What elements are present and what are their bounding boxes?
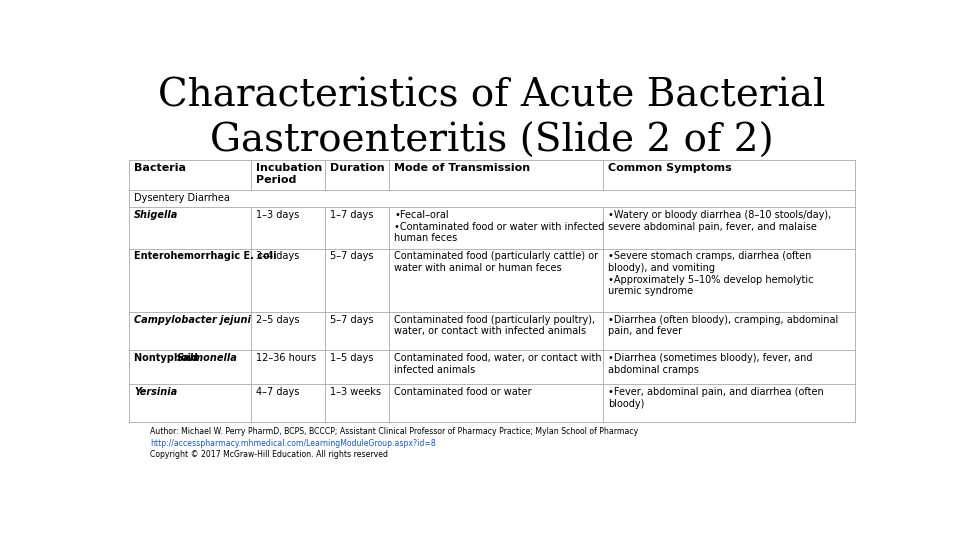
Text: Characteristics of Acute Bacterial
Gastroenteritis (Slide 2 of 2): Characteristics of Acute Bacterial Gastr… <box>158 77 826 160</box>
Text: Dysentery Diarrhea: Dysentery Diarrhea <box>134 193 230 203</box>
Text: 1–3 days: 1–3 days <box>256 210 300 220</box>
Text: 5–7 days: 5–7 days <box>330 315 373 325</box>
Text: Contaminated food or water: Contaminated food or water <box>395 387 532 397</box>
Text: Mode of Transmission: Mode of Transmission <box>395 163 530 173</box>
Text: Contaminated food (particularly cattle) or
water with animal or human feces: Contaminated food (particularly cattle) … <box>395 252 598 273</box>
Text: 1–3 weeks: 1–3 weeks <box>330 387 381 397</box>
Text: Duration: Duration <box>330 163 385 173</box>
Text: 5–7 days: 5–7 days <box>330 252 373 261</box>
Text: •Watery or bloody diarrhea (8–10 stools/day),
severe abdominal pain, fever, and : •Watery or bloody diarrhea (8–10 stools/… <box>609 210 831 232</box>
Text: 4–7 days: 4–7 days <box>256 387 300 397</box>
Text: Bacteria: Bacteria <box>134 163 186 173</box>
Text: Contaminated food (particularly poultry),
water, or contact with infected animal: Contaminated food (particularly poultry)… <box>395 315 595 336</box>
Text: 3–4 days: 3–4 days <box>256 252 300 261</box>
Text: Contaminated food, water, or contact with
infected animals: Contaminated food, water, or contact wit… <box>395 353 602 375</box>
Text: Shigella: Shigella <box>134 210 179 220</box>
Text: •Fever, abdominal pain, and diarrhea (often
bloody): •Fever, abdominal pain, and diarrhea (of… <box>609 387 824 409</box>
Text: 2–5 days: 2–5 days <box>256 315 300 325</box>
Text: 1–5 days: 1–5 days <box>330 353 373 363</box>
Text: Enterohemorrhagic E. coli: Enterohemorrhagic E. coli <box>134 252 276 261</box>
Text: •Diarrhea (often bloody), cramping, abdominal
pain, and fever: •Diarrhea (often bloody), cramping, abdo… <box>609 315 838 336</box>
Text: Salmonella: Salmonella <box>177 353 237 363</box>
Text: Author: Michael W. Perry PharmD, BCPS, BCCCP; Assistant Clinical Professor of Ph: Author: Michael W. Perry PharmD, BCPS, B… <box>150 427 638 436</box>
Text: Copyright © 2017 McGraw-Hill Education. All rights reserved: Copyright © 2017 McGraw-Hill Education. … <box>150 450 388 459</box>
Text: •Diarrhea (sometimes bloody), fever, and
abdominal cramps: •Diarrhea (sometimes bloody), fever, and… <box>609 353 813 375</box>
Text: Nontyphoid: Nontyphoid <box>134 353 202 363</box>
Text: Common Symptoms: Common Symptoms <box>609 163 732 173</box>
Text: •Fecal–oral
•Contaminated food or water with infected
human feces: •Fecal–oral •Contaminated food or water … <box>395 210 605 243</box>
Text: 12–36 hours: 12–36 hours <box>256 353 316 363</box>
Text: Yersinia: Yersinia <box>134 387 178 397</box>
Text: Incubation
Period: Incubation Period <box>256 163 323 185</box>
Text: •Severe stomach cramps, diarrhea (often
bloody), and vomiting
•Approximately 5–1: •Severe stomach cramps, diarrhea (often … <box>609 252 814 296</box>
Text: Campylobacter jejuni: Campylobacter jejuni <box>134 315 251 325</box>
Text: http://accesspharmacy.mhmedical.com/LearningModuleGroup.aspx?id=8: http://accesspharmacy.mhmedical.com/Lear… <box>150 439 436 448</box>
Text: 1–7 days: 1–7 days <box>330 210 373 220</box>
